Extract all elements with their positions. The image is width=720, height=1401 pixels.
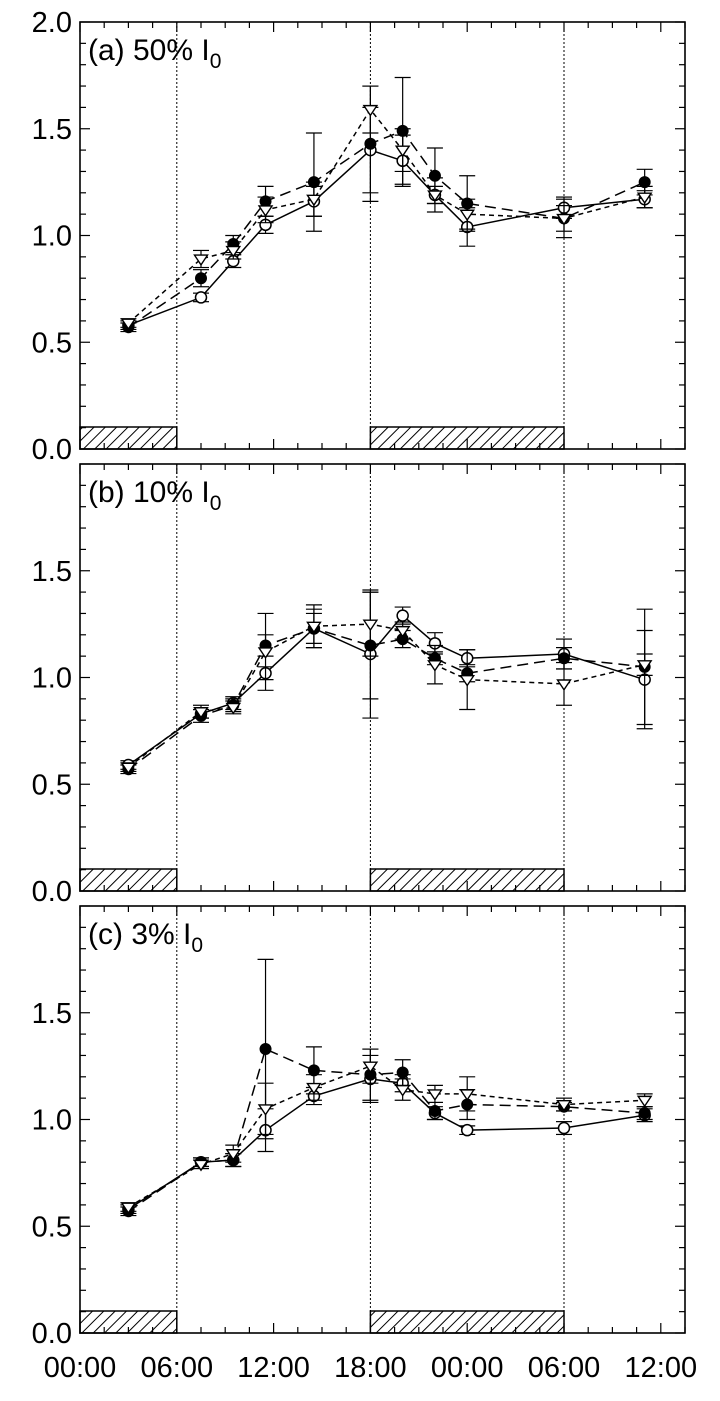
x-tick-label: 18:00 [334, 1352, 407, 1384]
data-point [396, 609, 409, 622]
data-point [362, 619, 379, 632]
y-tick-label: 1.0 [32, 221, 72, 253]
y-tick-label: 0.0 [32, 876, 72, 908]
data-point [225, 702, 242, 715]
series-open-triangle-down [120, 85, 653, 331]
y-tick-label: 0.0 [32, 1318, 72, 1350]
data-point [194, 291, 208, 304]
data-point [306, 1082, 322, 1095]
data-point [638, 1107, 651, 1120]
panel-label: (b) 10% I0 [88, 476, 221, 515]
series-line [128, 1065, 645, 1208]
data-point [394, 1085, 411, 1097]
data-point [636, 660, 653, 672]
series-open-circle [120, 106, 653, 332]
data-point [120, 762, 137, 775]
x-tick-label: 00:00 [44, 1352, 117, 1384]
panel-c: 0.0 0.5 1.0 1.5 00:00 06:00 12:00 18:00 00:00 06:… [32, 905, 698, 1384]
data-point [459, 675, 476, 687]
y-tick-label: 1.5 [32, 556, 72, 588]
y-tick-label: 0.5 [32, 327, 72, 359]
plot-frame [79, 463, 686, 892]
y-tick-label: 1.5 [32, 114, 72, 146]
y-tick-label: 1.0 [32, 663, 72, 695]
data-point [460, 1123, 474, 1137]
series-line [127, 614, 645, 766]
panel-b: 0.0 0.5 1.0 1.5 (b) 10% I0 [32, 463, 686, 908]
data-point [459, 209, 476, 222]
data-point [225, 245, 242, 258]
data-point [636, 192, 653, 205]
data-point [259, 1043, 272, 1056]
series-filled-circle [120, 958, 653, 1218]
series-line [127, 623, 645, 768]
y-tick-label: 1.5 [32, 998, 72, 1030]
data-point [257, 647, 274, 659]
x-tick-label: 00:00 [431, 1352, 504, 1384]
data-point [556, 213, 572, 226]
plot-frame [79, 21, 686, 450]
series-open-circle [120, 589, 653, 772]
y-tick-label: 0.5 [32, 1211, 72, 1243]
y-tick-label: 0.5 [32, 769, 72, 801]
data-point [120, 318, 137, 331]
data-point [427, 190, 443, 203]
data-point [556, 1099, 572, 1112]
data-point [362, 1061, 379, 1074]
data-point [257, 1104, 274, 1116]
data-point [557, 1121, 571, 1135]
y-tick-label: 1.0 [32, 1105, 72, 1137]
data-point [362, 104, 379, 117]
data-point [428, 1104, 441, 1117]
y-tick-label: 2.0 [32, 7, 72, 39]
series-open-triangle-down [120, 591, 653, 775]
data-point [193, 1159, 209, 1172]
x-tick-label: 12:00 [237, 1352, 310, 1384]
data-point [225, 1149, 242, 1161]
x-tick-label: 12:00 [625, 1352, 698, 1384]
data-point [459, 1089, 476, 1101]
data-point [394, 625, 411, 638]
data-point [257, 205, 274, 217]
data-point [556, 679, 572, 692]
x-tick-label: 06:00 [528, 1352, 601, 1384]
data-point [306, 621, 322, 634]
data-point [195, 272, 207, 285]
series-open-triangle-down [120, 1048, 653, 1215]
series-line [127, 627, 645, 770]
data-point [120, 1202, 137, 1215]
x-tick-label: 06:00 [141, 1352, 214, 1384]
y-tick-label: 0.0 [32, 434, 72, 466]
data-point [427, 660, 443, 672]
plot-frame [79, 905, 686, 1334]
panel-label: (a) 50% I0 [88, 34, 221, 73]
data-point [394, 145, 411, 158]
data-point [193, 707, 209, 719]
data-point [364, 137, 377, 150]
data-point [636, 1095, 653, 1108]
series-open-circle [120, 1054, 653, 1216]
data-point [427, 1089, 443, 1101]
data-point [193, 254, 209, 267]
data-point [396, 1066, 409, 1079]
data-point [306, 194, 322, 207]
series-filled-circle [120, 591, 653, 776]
panel-label: (c) 3% I0 [88, 918, 203, 957]
panel-a: 0.0 0.5 1.0 1.5 2.0 (a) 50% I0 [32, 7, 686, 466]
